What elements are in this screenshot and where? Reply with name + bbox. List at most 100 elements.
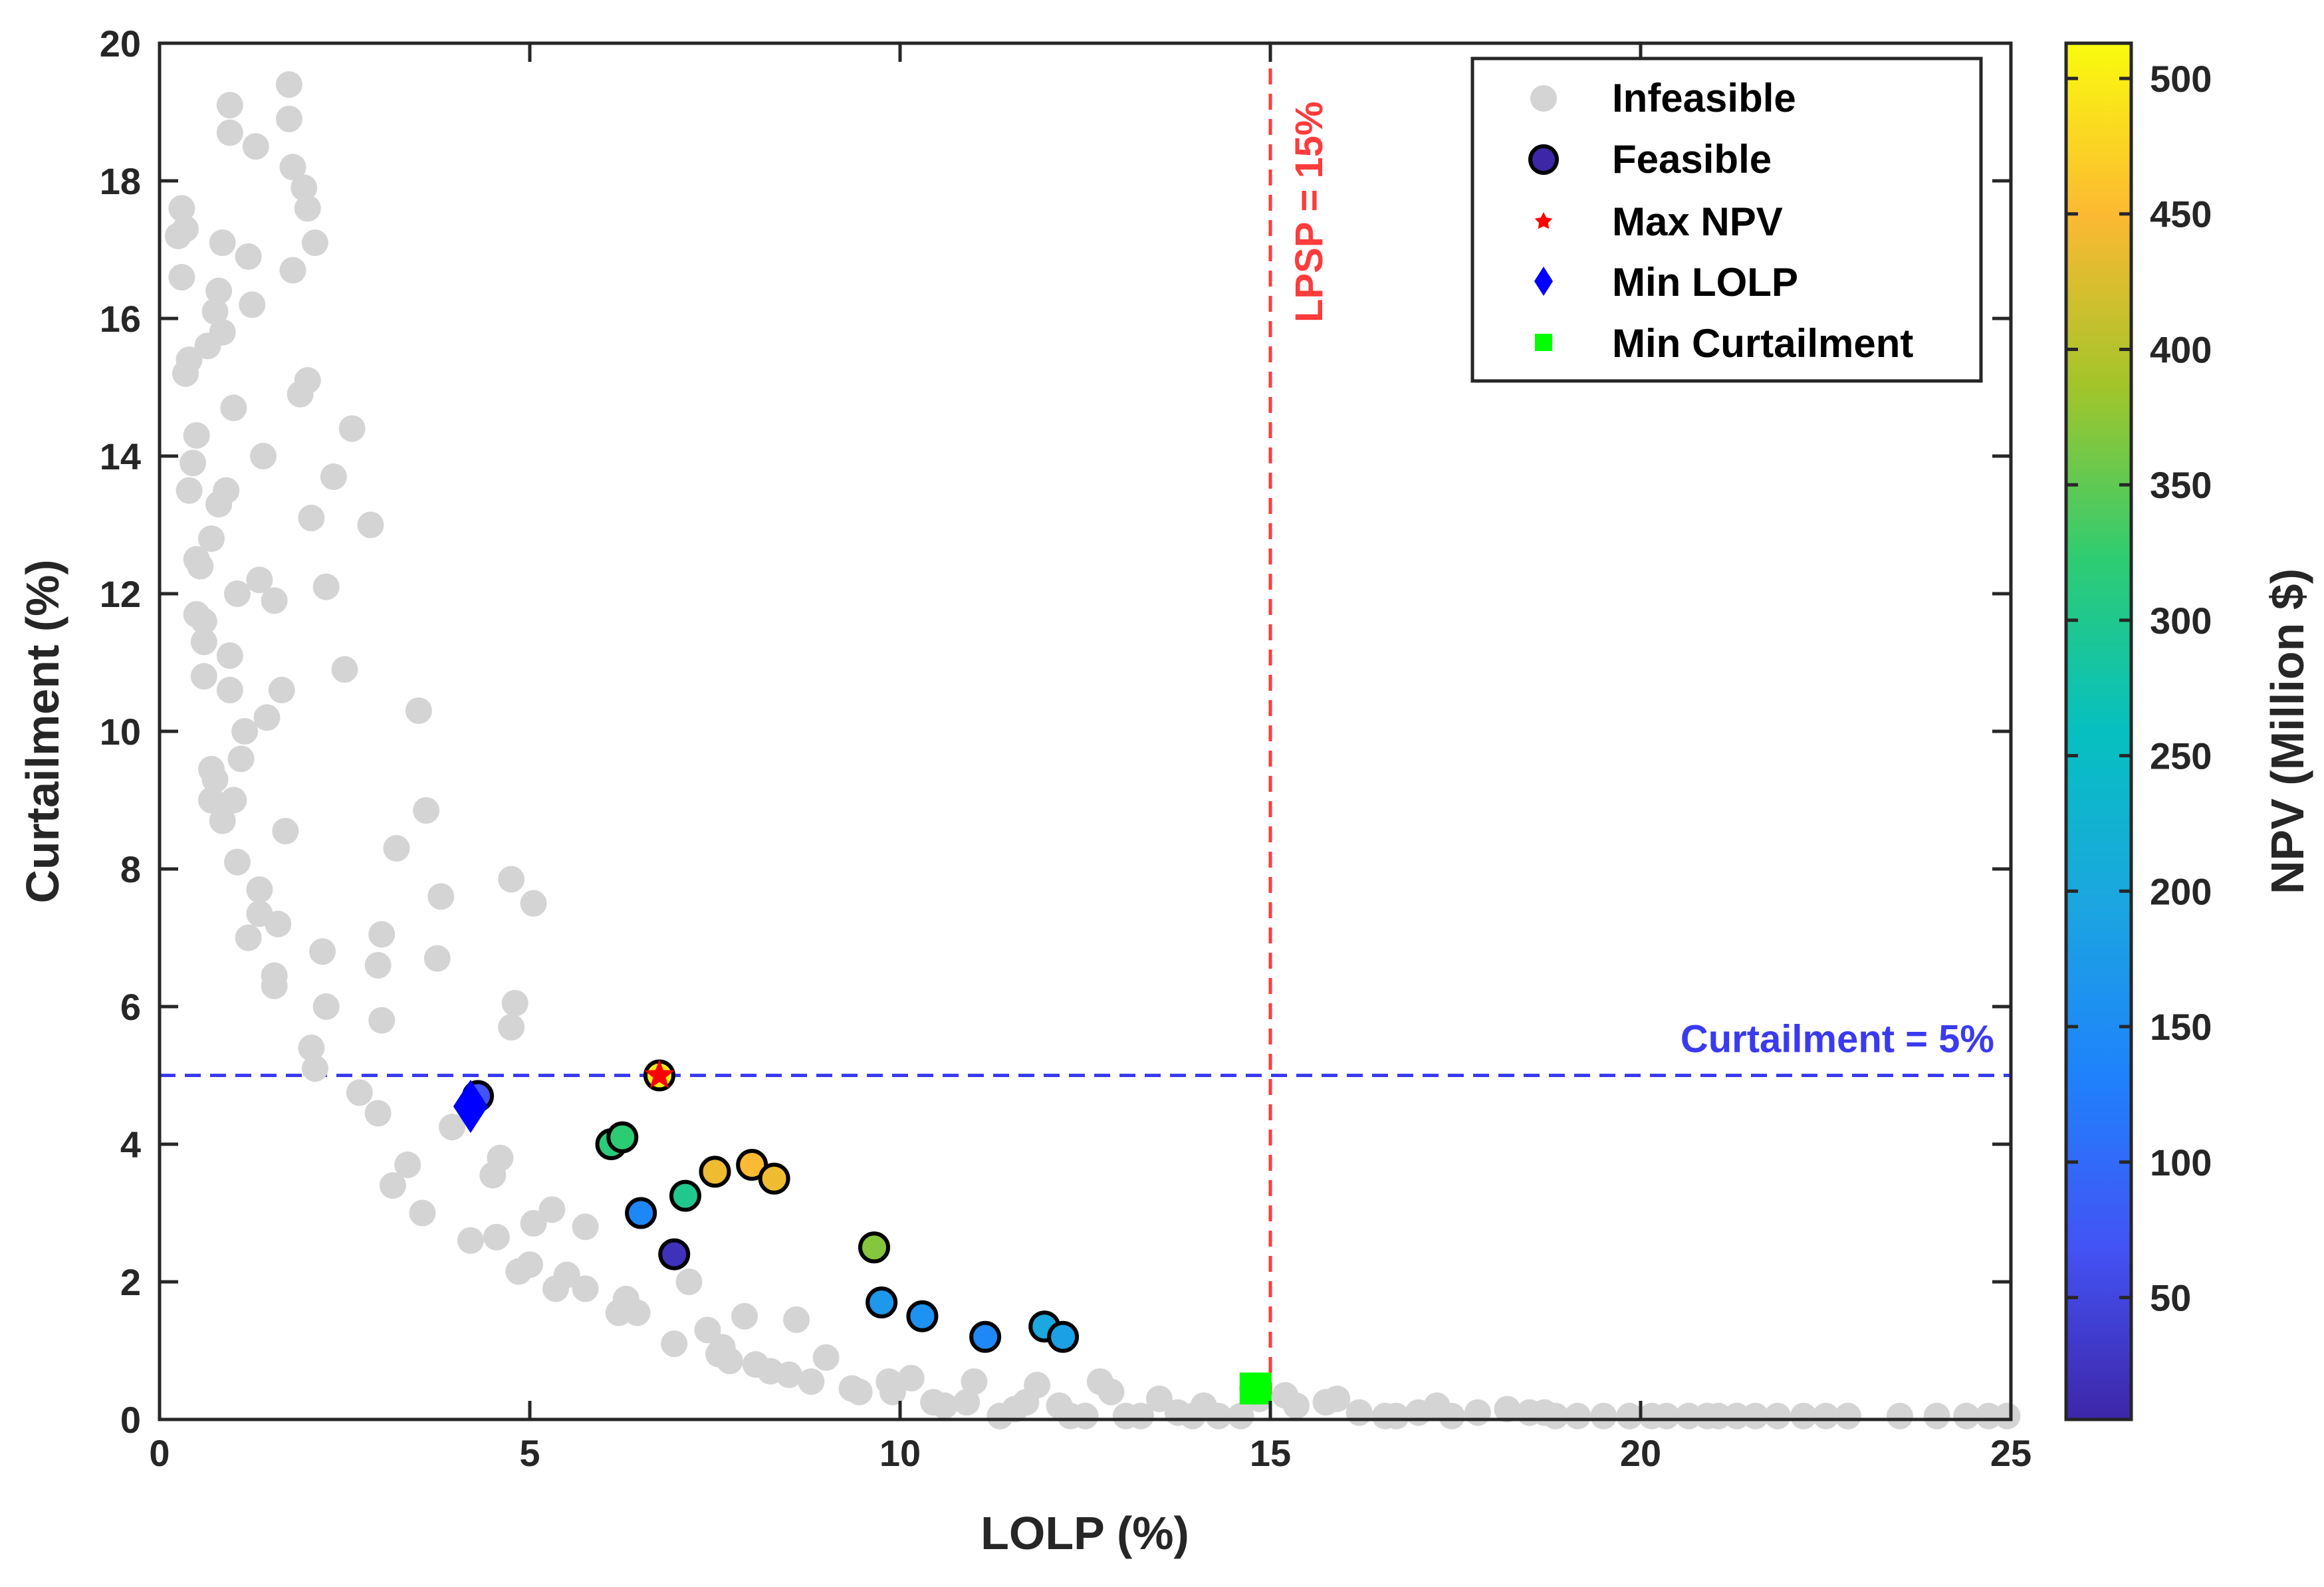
colorbar-tick-label: 500 — [2150, 58, 2212, 100]
feasible-point — [625, 1197, 657, 1229]
infeasible-point — [1145, 1385, 1173, 1412]
infeasible-point — [190, 608, 217, 635]
infeasible-point — [175, 346, 203, 374]
infeasible-point — [231, 718, 259, 745]
infeasible-point — [379, 1172, 406, 1199]
infeasible-point — [239, 291, 266, 318]
infeasible-point — [364, 1100, 392, 1127]
infeasible-point — [275, 71, 302, 98]
infeasible-point — [505, 1258, 532, 1285]
infeasible-point — [275, 105, 302, 132]
infeasible-point — [287, 380, 314, 408]
infeasible-point — [246, 566, 273, 594]
y-tick-label: 10 — [100, 711, 141, 753]
infeasible-point — [1227, 1402, 1254, 1429]
colorbar-gradient — [2064, 41, 2133, 1421]
feasible-point — [699, 1156, 731, 1188]
feasible-point — [906, 1300, 939, 1332]
legend-max-npv-marker — [1534, 212, 1553, 229]
x-axis: 0 5 10 15 20 25 — [149, 43, 2032, 1474]
feasible-point — [669, 1179, 701, 1212]
y-tick-label: 0 — [120, 1399, 141, 1441]
infeasible-point — [572, 1213, 599, 1241]
x-tick-label: 25 — [1990, 1432, 2032, 1474]
infeasible-point — [961, 1368, 988, 1396]
infeasible-point — [168, 263, 195, 291]
infeasible-point — [253, 704, 281, 731]
infeasible-point — [1438, 1402, 1465, 1429]
infeasible-point — [953, 1389, 981, 1416]
infeasible-point — [394, 1152, 421, 1179]
infeasible-point — [312, 573, 340, 600]
infeasible-point — [172, 215, 199, 243]
infeasible-point — [1994, 1402, 2021, 1429]
infeasible-point — [265, 910, 292, 937]
infeasible-point — [1723, 1402, 1750, 1429]
infeasible-point — [775, 1361, 802, 1388]
infeasible-point — [298, 505, 325, 532]
infeasible-point — [409, 1199, 436, 1227]
colorbar-tick-label: 450 — [2150, 193, 2212, 235]
infeasible-point — [216, 642, 243, 670]
infeasible-point — [168, 195, 195, 222]
infeasible-point — [338, 415, 366, 442]
legend-min-lolp-marker — [1534, 267, 1553, 296]
infeasible-point — [216, 92, 243, 119]
infeasible-point — [209, 807, 236, 834]
infeasible-point — [1975, 1402, 2002, 1429]
infeasible-point — [439, 1114, 466, 1141]
y-tick-label: 4 — [120, 1124, 141, 1165]
infeasible-point — [1282, 1392, 1310, 1419]
colorbar-tick-label: 250 — [2150, 735, 2212, 777]
y-axis-title: Curtailment (%) — [17, 559, 68, 903]
infeasible-point — [812, 1344, 840, 1371]
x-tick-label: 0 — [149, 1432, 170, 1474]
legend-max-npv-label: Max NPV — [1612, 199, 1783, 244]
infeasible-point — [501, 989, 528, 1017]
infeasible-point — [209, 318, 236, 346]
infeasible-point — [368, 921, 396, 948]
infeasible-point — [235, 924, 262, 951]
infeasible-point — [1742, 1402, 1769, 1429]
legend: Infeasible Feasible Max NPV Min LOLP Min… — [1470, 57, 1983, 383]
infeasible-point — [798, 1368, 825, 1396]
infeasible-point — [405, 697, 432, 724]
feasible-point — [866, 1286, 898, 1319]
infeasible-point — [572, 1275, 599, 1302]
infeasible-series — [164, 71, 2021, 1429]
colorbar-tick-label: 400 — [2150, 328, 2212, 370]
infeasible-point — [1812, 1402, 1839, 1429]
reference-lines — [160, 43, 2011, 1419]
legend-feasible-marker — [1528, 144, 1559, 175]
infeasible-point — [294, 195, 321, 222]
infeasible-point — [201, 298, 229, 325]
infeasible-point — [520, 1210, 547, 1237]
infeasible-point — [1653, 1402, 1680, 1429]
infeasible-point — [1834, 1402, 1861, 1429]
infeasible-point — [364, 951, 392, 979]
infeasible-point — [1764, 1402, 1792, 1429]
infeasible-point — [1564, 1402, 1591, 1429]
infeasible-point — [423, 945, 451, 972]
infeasible-point — [1098, 1378, 1125, 1405]
infeasible-point — [301, 229, 328, 257]
legend-box — [1470, 57, 1983, 383]
feasible-point — [758, 1162, 790, 1195]
x-axis-title: LOLP (%) — [981, 1507, 1189, 1559]
infeasible-point — [223, 848, 251, 876]
infeasible-point — [675, 1269, 703, 1295]
infeasible-point — [249, 443, 277, 469]
infeasible-point — [931, 1392, 958, 1419]
y-tick-label: 20 — [100, 23, 141, 64]
y-tick-label: 2 — [120, 1261, 141, 1303]
infeasible-point — [346, 1079, 373, 1106]
infeasible-point — [320, 463, 347, 491]
infeasible-point — [783, 1306, 810, 1333]
infeasible-point — [205, 491, 233, 518]
infeasible-point — [183, 422, 210, 449]
infeasible-point — [457, 1227, 484, 1254]
infeasible-point — [846, 1378, 873, 1405]
x-tick-label: 5 — [519, 1432, 540, 1474]
infeasible-point — [179, 449, 207, 477]
infeasible-point — [261, 972, 288, 999]
